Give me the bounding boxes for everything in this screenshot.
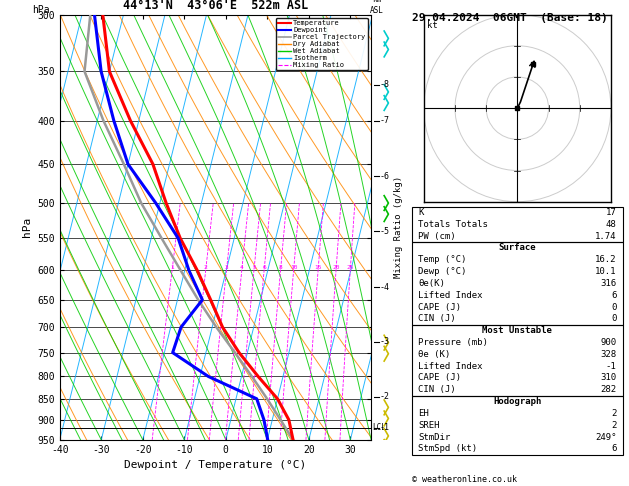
Text: -2: -2	[380, 392, 390, 401]
Text: K: K	[418, 208, 424, 217]
Text: 20: 20	[332, 265, 340, 270]
Text: Hodograph: Hodograph	[493, 397, 542, 406]
Text: Lifted Index: Lifted Index	[418, 291, 483, 300]
Text: Mixing Ratio (g/kg): Mixing Ratio (g/kg)	[394, 176, 403, 278]
Text: 48: 48	[606, 220, 616, 229]
Title: 44°13'N  43°06'E  522m ASL: 44°13'N 43°06'E 522m ASL	[123, 0, 308, 12]
Text: 17: 17	[606, 208, 616, 217]
Text: 15: 15	[314, 265, 322, 270]
Text: θe(K): θe(K)	[418, 279, 445, 288]
Legend: Temperature, Dewpoint, Parcel Trajectory, Dry Adiabat, Wet Adiabat, Isotherm, Mi: Temperature, Dewpoint, Parcel Trajectory…	[276, 18, 367, 70]
Text: -1: -1	[380, 423, 390, 433]
Text: θe (K): θe (K)	[418, 350, 450, 359]
Text: 6: 6	[611, 291, 616, 300]
Text: StmDir: StmDir	[418, 433, 450, 441]
Text: Pressure (mb): Pressure (mb)	[418, 338, 488, 347]
Text: CIN (J): CIN (J)	[418, 314, 456, 323]
Text: CAPE (J): CAPE (J)	[418, 302, 461, 312]
Text: SREH: SREH	[418, 421, 440, 430]
Text: 16.2: 16.2	[595, 255, 616, 264]
Text: hPa: hPa	[31, 4, 49, 15]
Text: 10: 10	[290, 265, 298, 270]
Text: 0: 0	[611, 314, 616, 323]
Text: 2: 2	[611, 409, 616, 418]
Text: 316: 316	[600, 279, 616, 288]
Text: -3: -3	[380, 337, 390, 346]
Text: -1: -1	[606, 362, 616, 371]
Text: 1: 1	[170, 265, 174, 270]
Text: -6: -6	[380, 172, 390, 181]
Text: CAPE (J): CAPE (J)	[418, 373, 461, 382]
Text: 6: 6	[262, 265, 266, 270]
Text: 4: 4	[240, 265, 243, 270]
Text: 900: 900	[600, 338, 616, 347]
Text: Totals Totals: Totals Totals	[418, 220, 488, 229]
Text: LCL: LCL	[372, 423, 386, 433]
Text: Most Unstable: Most Unstable	[482, 326, 552, 335]
Text: kt: kt	[427, 21, 438, 30]
Text: 0: 0	[611, 302, 616, 312]
Text: 6: 6	[611, 444, 616, 453]
Text: 2: 2	[611, 421, 616, 430]
Text: 3: 3	[225, 265, 228, 270]
Text: StmSpd (kt): StmSpd (kt)	[418, 444, 477, 453]
Text: 2: 2	[204, 265, 208, 270]
Text: -4: -4	[380, 283, 390, 292]
Y-axis label: hPa: hPa	[22, 217, 31, 237]
Text: 29.04.2024  06GMT  (Base: 18): 29.04.2024 06GMT (Base: 18)	[412, 13, 608, 23]
Text: © weatheronline.co.uk: © weatheronline.co.uk	[412, 474, 517, 484]
Text: Lifted Index: Lifted Index	[418, 362, 483, 371]
Text: CIN (J): CIN (J)	[418, 385, 456, 394]
Text: km
ASL: km ASL	[370, 0, 384, 15]
Text: Temp (°C): Temp (°C)	[418, 255, 467, 264]
Text: 5: 5	[252, 265, 256, 270]
Text: Surface: Surface	[499, 243, 536, 252]
Text: -7: -7	[380, 116, 390, 125]
Text: EH: EH	[418, 409, 429, 418]
Text: Dewp (°C): Dewp (°C)	[418, 267, 467, 276]
Text: -5: -5	[380, 227, 390, 236]
Text: 8: 8	[279, 265, 282, 270]
Text: 328: 328	[600, 350, 616, 359]
Text: 1.74: 1.74	[595, 232, 616, 241]
Text: 10.1: 10.1	[595, 267, 616, 276]
Text: 282: 282	[600, 385, 616, 394]
X-axis label: Dewpoint / Temperature (°C): Dewpoint / Temperature (°C)	[125, 460, 306, 470]
Text: 25: 25	[347, 265, 354, 270]
Text: 249°: 249°	[595, 433, 616, 441]
Text: PW (cm): PW (cm)	[418, 232, 456, 241]
Text: 310: 310	[600, 373, 616, 382]
Text: -8: -8	[380, 80, 390, 89]
